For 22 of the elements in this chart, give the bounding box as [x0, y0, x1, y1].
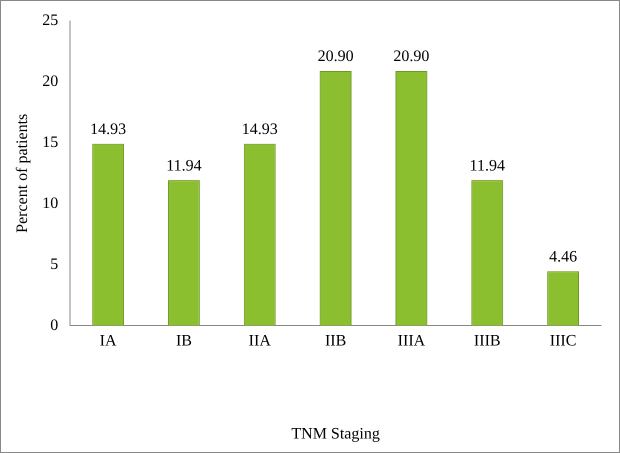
x-axis-title: TNM Staging	[291, 426, 380, 443]
data-label: 20.90	[318, 48, 354, 66]
x-tick-label: IIIC	[550, 332, 576, 350]
y-tick-label: 25	[42, 12, 58, 30]
data-label: 11.94	[470, 157, 505, 174]
data-label: 20.90	[393, 48, 430, 66]
x-tick-label: IIIA	[398, 332, 426, 350]
y-tick-label: 15	[42, 134, 58, 152]
y-tick-label: 10	[42, 194, 58, 212]
data-label: 4.46	[549, 248, 578, 266]
x-tick-label: IA	[100, 332, 117, 350]
x-tick-label: IIA	[248, 332, 272, 350]
y-tick-label: 20	[42, 73, 58, 90]
x-tick-label: IIIB	[474, 332, 501, 350]
y-tick-label: 5	[50, 256, 58, 273]
data-label: 14.93	[90, 120, 126, 138]
y-tick-label: 0	[50, 316, 58, 334]
data-label: 11.94	[166, 157, 202, 174]
x-tick-label: IB	[176, 332, 192, 350]
x-tick-label: IIB	[324, 332, 346, 350]
data-label: 14.93	[242, 120, 278, 138]
y-axis-title: Percent of patients	[14, 114, 31, 233]
